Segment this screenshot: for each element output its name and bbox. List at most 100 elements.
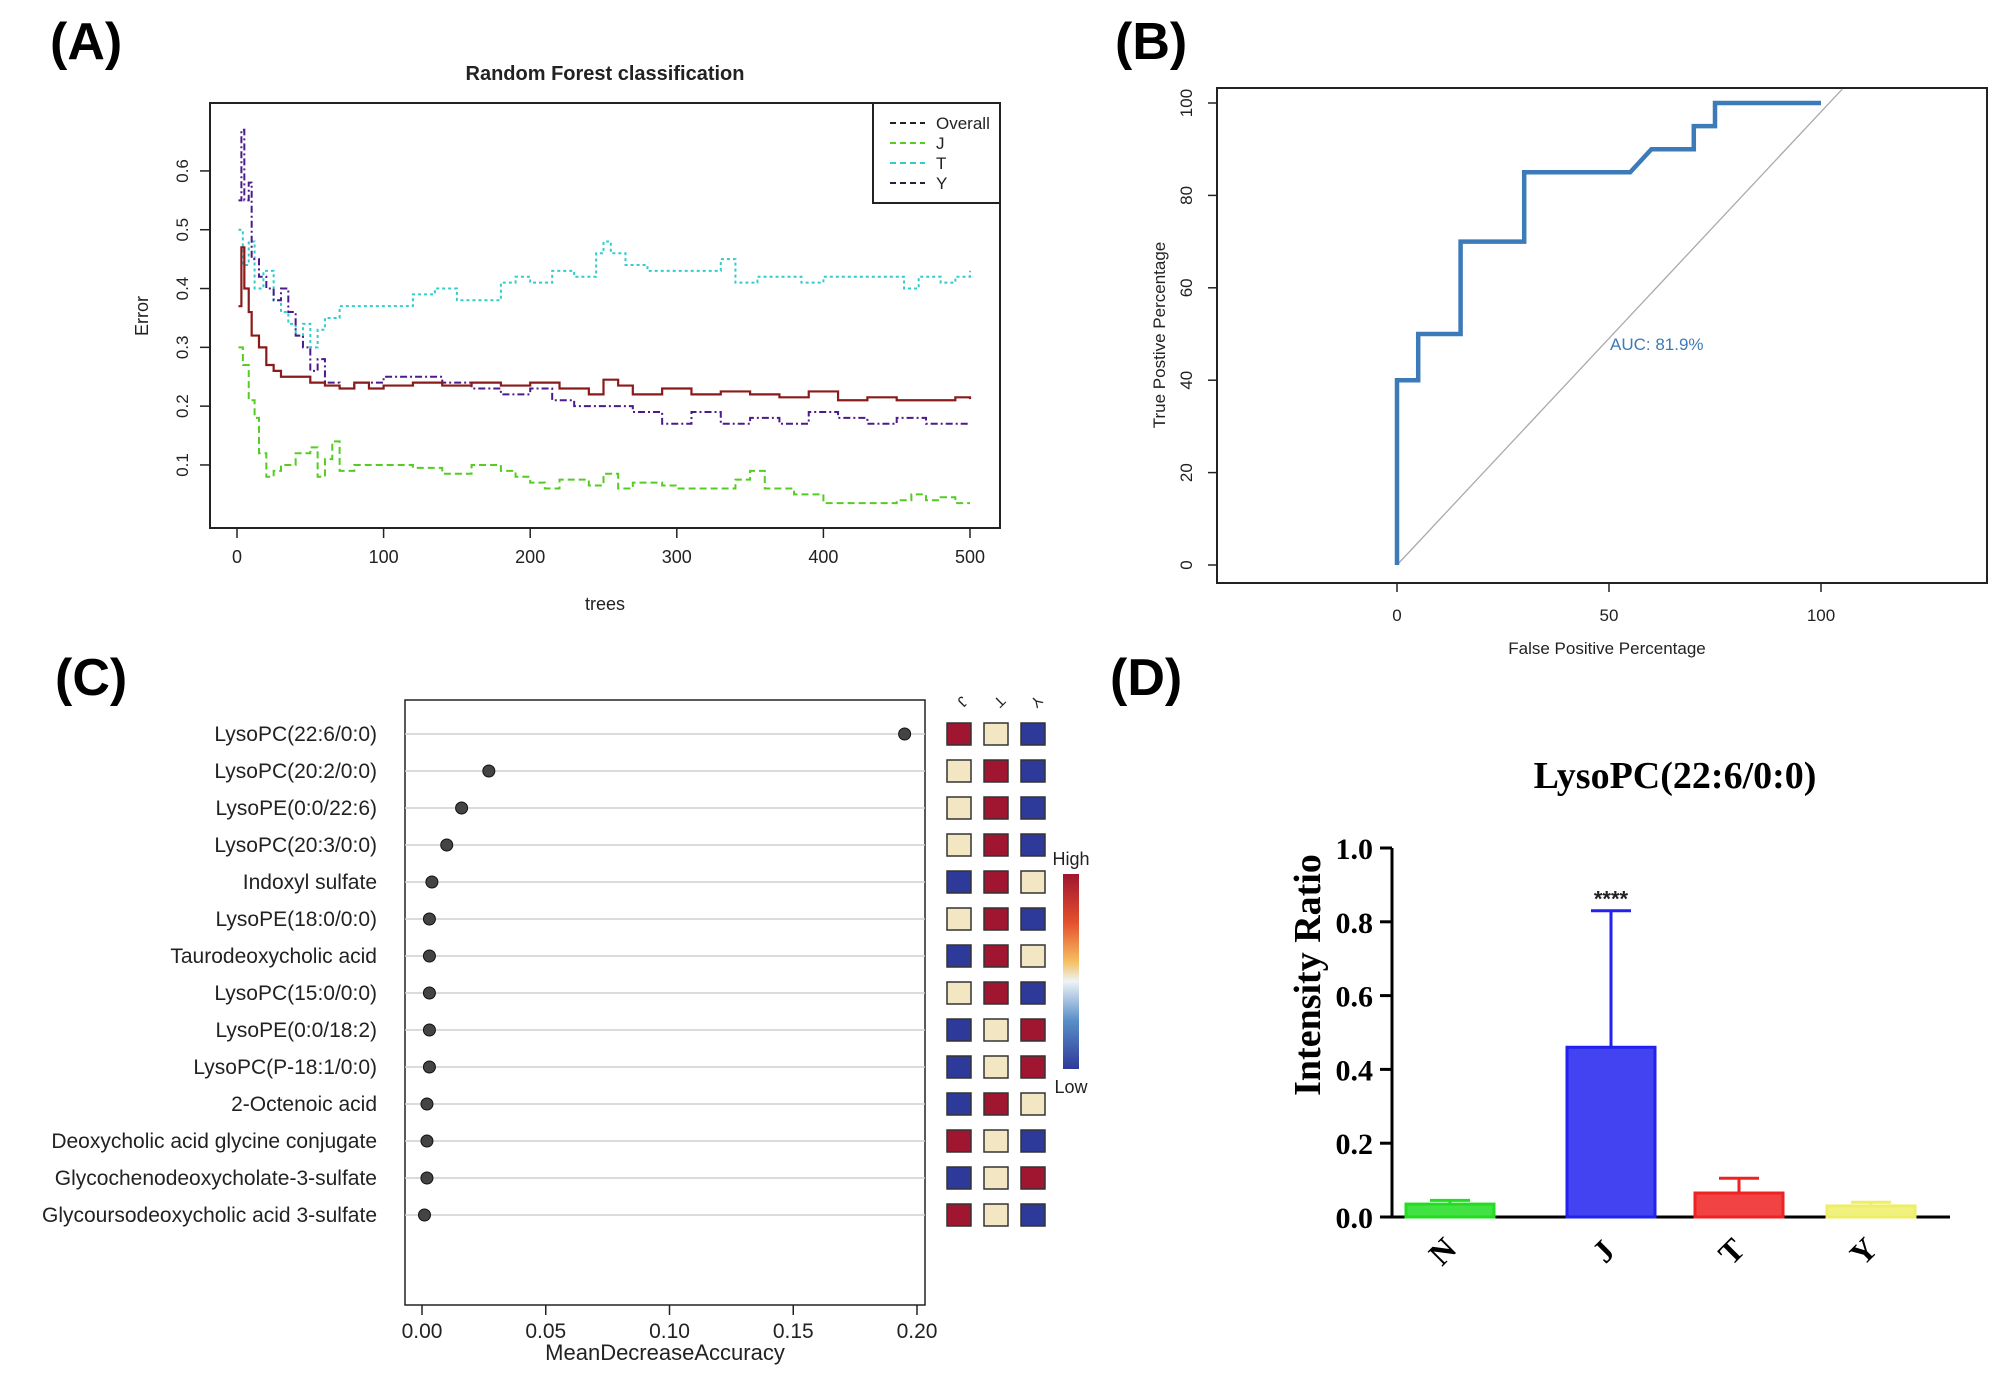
heatmap-cell [946, 981, 972, 1005]
chart-c-xtick-label: 0.10 [649, 1320, 690, 1343]
feature-label: LysoPC(15:0/0:0) [214, 982, 377, 1005]
series-line-overall [238, 246, 972, 402]
feature-importance-point [417, 1208, 431, 1222]
heatmap-cell [983, 759, 1009, 783]
heatmap-column-label: T [990, 692, 1009, 711]
feature-importance-point [422, 1060, 436, 1074]
heatmap-cell [1020, 1018, 1046, 1042]
roc-curve-line [1394, 100, 1821, 565]
panel-label-a: (A) [50, 13, 123, 71]
chart-a-xtick-label: 300 [662, 547, 692, 567]
bar-y [1825, 1204, 1917, 1219]
feature-importance-point [422, 1023, 436, 1037]
chart-a-ytick-label: 0.3 [173, 336, 192, 360]
chart-b-xtick-label: 0 [1392, 606, 1401, 625]
chart-a-ytick-label: 0.1 [173, 453, 192, 477]
heatmap-cell [1020, 759, 1046, 783]
bar-n [1404, 1202, 1496, 1219]
feature-importance-point [420, 1171, 434, 1185]
feature-label: Indoxyl sulfate [243, 871, 377, 894]
intensity-ratio-bar-chart: LysoPC(22:6/0:0) 0.0 0.2 0.4 0.6 0.8 1.0 N J **… [1287, 755, 1950, 1272]
heatmap-cell [1020, 907, 1046, 931]
heatmap-cell [1020, 1092, 1046, 1116]
heatmap-cell [983, 1129, 1009, 1153]
feature-label: LysoPC(P-18:1/0:0) [193, 1056, 377, 1079]
heatmap-cell [946, 907, 972, 931]
heatmap-cell [983, 796, 1009, 820]
feature-importance-point [482, 764, 496, 778]
chart-a-xtick-label: 500 [955, 547, 985, 567]
chart-a-ylabel: Error [132, 296, 152, 336]
heatmap-cell [1020, 981, 1046, 1005]
category-label: T [1711, 1231, 1752, 1272]
feature-label: LysoPC(22:6/0:0) [214, 723, 377, 746]
heatmap-cell [1020, 1055, 1046, 1079]
feature-importance-point [420, 1134, 434, 1148]
legend-label-j: J [936, 134, 945, 153]
chart-a-ytick-label: 0.5 [173, 218, 192, 242]
feature-importance-point [455, 801, 469, 815]
chart-b-ytick-label: 40 [1177, 371, 1196, 390]
chart-d-title: LysoPC(22:6/0:0) [1534, 755, 1817, 797]
feature-label: LysoPE(0:0/18:2) [216, 1019, 377, 1042]
heatmap-cell [983, 1018, 1009, 1042]
feature-importance-point [420, 1097, 434, 1111]
chart-a-ytick-label: 0.2 [173, 394, 192, 418]
feature-label: LysoPC(20:3/0:0) [214, 834, 377, 857]
chart-a-xtick-label: 400 [808, 547, 838, 567]
chart-a-ytick-label: 0.4 [173, 277, 192, 301]
chart-d-ytick-label: 0.8 [1336, 907, 1374, 940]
feature-importance-point [425, 875, 439, 889]
chart-c-xlabel: MeanDecreaseAccuracy [545, 1340, 785, 1365]
heatmap-cell [946, 722, 972, 746]
roc-curve-chart: 0 50 100 0 20 40 60 80 100 AUC: 81.9% False Posi… [1150, 87, 1988, 658]
heatmap-cell [983, 722, 1009, 746]
heatmap-cell [1020, 833, 1046, 857]
feature-label: Taurodeoxycholic acid [170, 945, 377, 968]
heatmap-cell [946, 1055, 972, 1079]
heatmap-cell [983, 870, 1009, 894]
chart-a-xtick-label: 0 [232, 547, 242, 567]
heatmap-cell [983, 1166, 1009, 1190]
chart-d-ytick-label: 1.0 [1336, 833, 1374, 866]
chart-d-ylabel: Intensity Ratio [1287, 854, 1329, 1096]
feature-label: Deoxycholic acid glycine conjugate [51, 1130, 377, 1153]
heatmap-cell [983, 981, 1009, 1005]
feature-label: Glycochenodeoxycholate-3-sulfate [55, 1167, 377, 1190]
colorbar [1063, 874, 1079, 1069]
heatmap-cell [983, 1092, 1009, 1116]
chart-b-ytick-label: 80 [1177, 186, 1196, 205]
chart-b-plot-frame [1216, 87, 1988, 584]
bar-t [1693, 1191, 1785, 1219]
chart-a-legend-box [872, 102, 1001, 204]
heatmap-cell [946, 833, 972, 857]
feature-importance-point [898, 727, 912, 741]
chart-c-plot-frame [404, 699, 926, 1306]
colorbar-high-label: High [1052, 849, 1089, 869]
heatmap-cell [983, 1203, 1009, 1227]
chart-b-xlabel: False Positive Percentage [1508, 639, 1706, 658]
heatmap-cell [1020, 796, 1046, 820]
heatmap-cell [946, 1203, 972, 1227]
heatmap-cell [1020, 944, 1046, 968]
heatmap-cell [946, 870, 972, 894]
heatmap-cell [983, 944, 1009, 968]
chart-d-ytick-label: 0.4 [1336, 1054, 1374, 1087]
series-line-j [238, 346, 970, 505]
chart-a-title: Random Forest classification [466, 63, 745, 85]
feature-label: LysoPE(18:0/0:0) [216, 908, 377, 931]
heatmap-cell [1020, 1203, 1046, 1227]
heatmap-cell [1020, 870, 1046, 894]
heatmap-cell [946, 759, 972, 783]
colorbar-low-label: Low [1054, 1077, 1088, 1097]
feature-label: LysoPC(20:2/0:0) [214, 760, 377, 783]
heatmap-cell [946, 1018, 972, 1042]
panel-label-d: (D) [1110, 649, 1183, 707]
panel-label-c: (C) [55, 649, 128, 707]
legend-label-y: Y [936, 174, 947, 193]
heatmap-cell [946, 1129, 972, 1153]
heatmap-cell [983, 833, 1009, 857]
heatmap-cell [1020, 1129, 1046, 1153]
chart-b-xtick-label: 50 [1600, 606, 1619, 625]
significance-marker: **** [1594, 887, 1629, 912]
